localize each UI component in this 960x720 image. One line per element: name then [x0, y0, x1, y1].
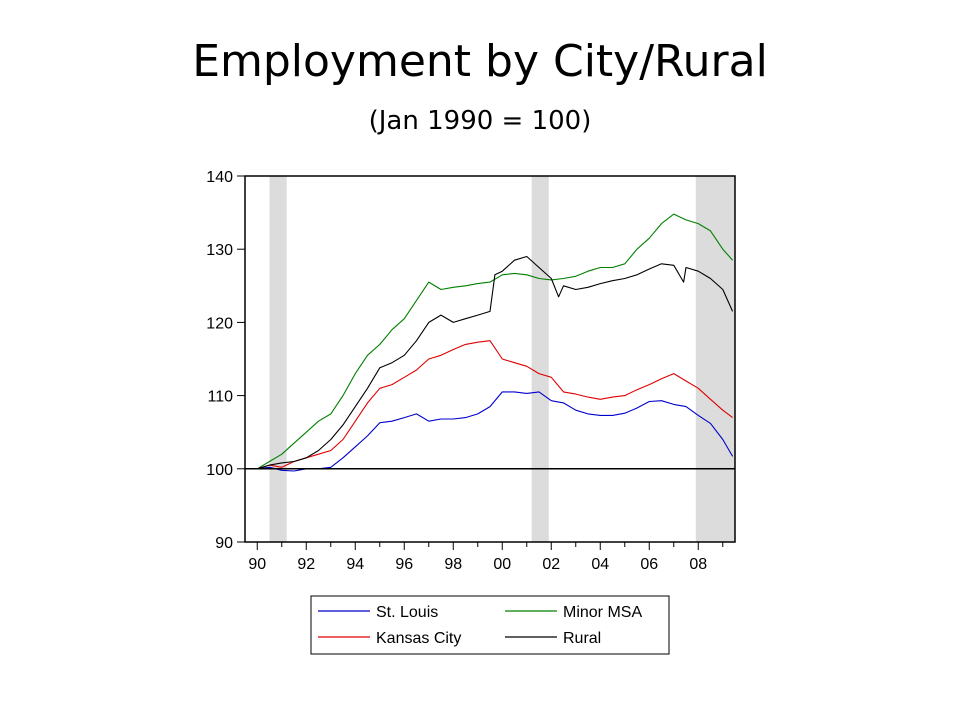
chart-subtitle: (Jan 1990 = 100)	[368, 106, 592, 136]
chart-title: Employment by City/Rural	[192, 36, 768, 87]
legend: St. Louis Minor MSA Kansas City Rural	[310, 595, 670, 655]
series-line-rural	[257, 255, 734, 470]
series-lines	[257, 213, 734, 472]
x-tick-label: 06	[640, 556, 658, 573]
recession-band-1	[269, 176, 287, 542]
y-tick-label: 140	[206, 169, 233, 186]
legend-box	[310, 595, 670, 655]
x-tick-label: 02	[542, 556, 560, 573]
legend-label: Minor MSA	[563, 604, 642, 621]
recession-band-3	[695, 176, 735, 542]
x-tick-label: 92	[297, 556, 315, 573]
x-tick-label: 98	[444, 556, 462, 573]
y-tick-label: 120	[206, 315, 233, 332]
axis-ticks: 90 100 110 120 130 140 90 92 94 96 98 00 02 04 06 08	[206, 169, 724, 573]
recession-band-2	[531, 176, 549, 542]
x-tick-label: 00	[493, 556, 511, 573]
series-line-minor-msa	[257, 213, 734, 470]
y-tick-label: 110	[207, 389, 233, 406]
x-tick-label: 08	[689, 556, 707, 573]
legend-label: Rural	[563, 630, 601, 647]
y-tick-label: 90	[215, 535, 233, 552]
legend-label: St. Louis	[376, 604, 438, 621]
plot-frame	[244, 175, 736, 543]
x-tick-label: 94	[346, 556, 364, 573]
legend-label: Kansas City	[376, 630, 461, 647]
series-line-st-louis	[257, 391, 734, 472]
x-tick-label: 90	[248, 556, 266, 573]
recession-shading	[269, 176, 735, 542]
x-tick-label: 04	[591, 556, 609, 573]
x-tick-label: 96	[395, 556, 413, 573]
y-tick-label: 100	[206, 462, 233, 479]
series-line-kansas-city	[257, 340, 733, 470]
y-tick-label: 130	[206, 242, 233, 259]
